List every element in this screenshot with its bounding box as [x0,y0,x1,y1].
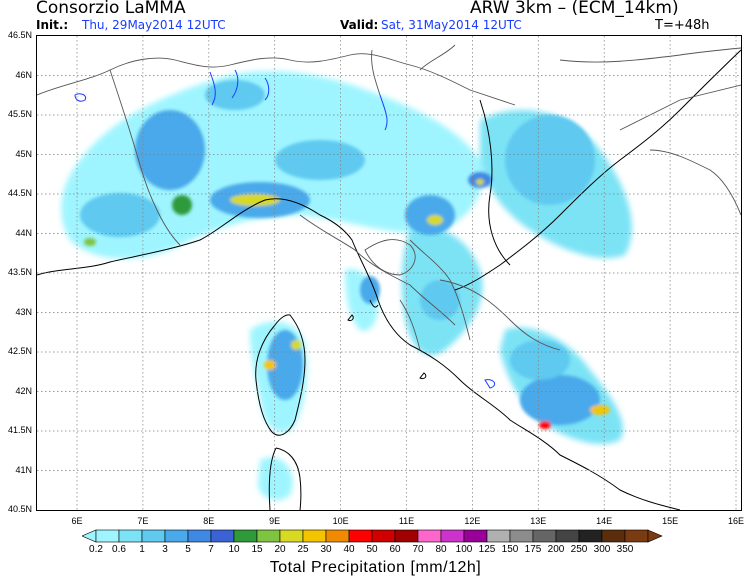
colorbar-tick-label: 7 [208,544,214,555]
lon-label: 16E [727,516,744,526]
colorbar-tick-label: 300 [593,544,611,555]
colorbar-swatch [325,529,350,543]
organization-title: Consorzio LaMMA [36,0,186,18]
precipitation-core [80,80,610,429]
colorbar-tick-label: 1 [139,544,145,555]
colorbar-swatch [578,529,603,543]
lon-label: 6E [71,516,83,526]
colorbar-tick-label: 50 [366,544,378,555]
lon-label: 13E [530,516,547,526]
colorbar-swatch [486,529,511,543]
lat-label: 44.5N [7,188,32,198]
lat-label: 42.5N [7,346,32,356]
lat-label: 45N [15,148,32,159]
lat-label: 46.5N [7,30,32,40]
colorbar-swatch [279,529,304,543]
colorbar-tick-label: 175 [524,544,542,555]
colorbar-tick-label: 30 [320,544,332,555]
colorbar-swatch [187,529,212,543]
lat-label: 43.5N [7,267,32,277]
colorbar-swatch [371,529,396,543]
coastlines [37,49,741,510]
lead-time: T=+48h [655,18,710,33]
lon-label: 14E [596,516,613,526]
colorbar-arrow-high [647,529,663,543]
colorbar-tick-label: 0.6 [112,544,126,555]
colorbar-swatch [302,529,327,543]
colorbar-swatch [118,529,143,543]
colorbar-tick-label: 25 [297,544,309,555]
map-frame [36,35,742,511]
lon-label: 8E [203,516,215,526]
lat-label: 45.5N [7,109,32,119]
colorbar-tick-label: 200 [547,544,565,555]
colorbar-swatch [509,529,534,543]
colorbar-swatch [417,529,442,543]
colorbar-title: Total Precipitation [mm/12h] [269,559,482,576]
colorbar-swatch [210,529,235,543]
lat-lon-grid [37,36,741,510]
lat-label: 41.5N [7,425,32,435]
lon-label: 7E [137,516,149,526]
colorbar-swatch [141,529,166,543]
colorbar-tick-label: 5 [185,544,191,555]
colorbar-swatch [601,529,626,543]
lat-label: 44N [15,227,32,238]
colorbar-arrow-low [82,529,97,543]
colorbar-swatch [233,529,258,543]
colorbar-tick-label: 15 [251,544,263,555]
colorbar-tick-label: 0.2 [89,544,103,555]
colorbar-tick-label: 80 [435,544,447,555]
valid-label: Valid: [340,18,379,32]
colorbar-tick-label: 70 [412,544,424,555]
country-borders [37,44,741,351]
init-value: Thu, 29May2014 12UTC [82,18,226,32]
colorbar-swatch [532,529,557,543]
colorbar-swatch [394,529,419,543]
colorbar-tick-label: 40 [343,544,355,555]
colorbar-swatch [440,529,465,543]
lat-label: 46N [15,69,32,80]
lon-label: 9E [269,516,281,526]
colorbar-tick-label: 350 [616,544,634,555]
valid-value: Sat, 31May2014 12UTC [381,18,522,32]
colorbar [82,529,663,543]
colorbar-swatch [164,529,189,543]
lat-label: 42N [15,385,32,396]
colorbar-tick-label: 150 [501,544,519,555]
lon-label: 10E [332,516,349,526]
colorbar-swatch [624,529,649,543]
lat-label: 43N [15,306,32,317]
model-title: ARW 3km – (ECM_14km) [470,0,679,18]
lakes [74,69,496,389]
colorbar-tick-label: 125 [478,544,496,555]
colorbar-tick-label: 3 [162,544,168,555]
colorbar-swatch [463,529,488,543]
colorbar-tick-label: 250 [570,544,588,555]
init-label: Init.: [36,18,69,32]
lon-label: 15E [662,516,679,526]
lon-label: 12E [464,516,481,526]
colorbar-swatch [256,529,281,543]
lat-label: 41N [15,464,32,475]
colorbar-tick-label: 100 [455,544,473,555]
lat-label: 40.5N [7,504,32,514]
colorbar-swatch [555,529,580,543]
colorbar-tick-label: 60 [389,544,401,555]
colorbar-swatch [348,529,373,543]
colorbar-tick-label: 20 [274,544,286,555]
colorbar-swatch [95,529,120,543]
colorbar-tick-label: 10 [228,544,240,555]
lon-label: 11E [398,516,415,526]
